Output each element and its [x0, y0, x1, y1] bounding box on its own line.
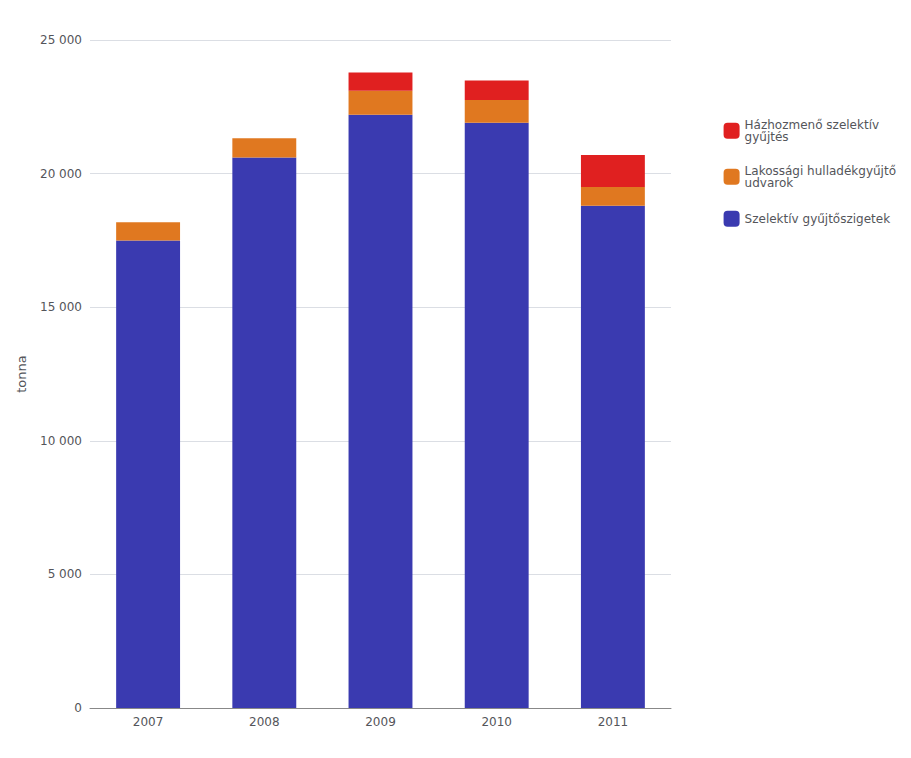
svg-text:2009: 2009	[365, 715, 396, 729]
svg-text:Szelektív gyűjtőszigetek: Szelektív gyűjtőszigetek	[745, 212, 891, 226]
svg-text:2010: 2010	[481, 715, 512, 729]
svg-text:2007: 2007	[133, 715, 164, 729]
svg-text:20 000: 20 000	[40, 167, 82, 181]
svg-text:tonna: tonna	[14, 355, 29, 393]
svg-text:0: 0	[74, 701, 82, 715]
svg-text:Házhozmenő szelektív: Házhozmenő szelektív	[744, 117, 880, 132]
svg-text:Lakossági hulladékgyűjtő: Lakossági hulladékgyűjtő	[744, 163, 896, 178]
svg-text:25 000: 25 000	[40, 33, 82, 47]
svg-text:2011: 2011	[598, 715, 629, 729]
svg-text:2008: 2008	[249, 715, 280, 729]
svg-text:udvarok: udvarok	[745, 176, 794, 190]
svg-text:5 000: 5 000	[48, 567, 82, 581]
svg-text:15 000: 15 000	[40, 300, 82, 314]
svg-text:10 000: 10 000	[40, 434, 82, 448]
svg-text:gyűjtés: gyűjtés	[745, 130, 789, 144]
